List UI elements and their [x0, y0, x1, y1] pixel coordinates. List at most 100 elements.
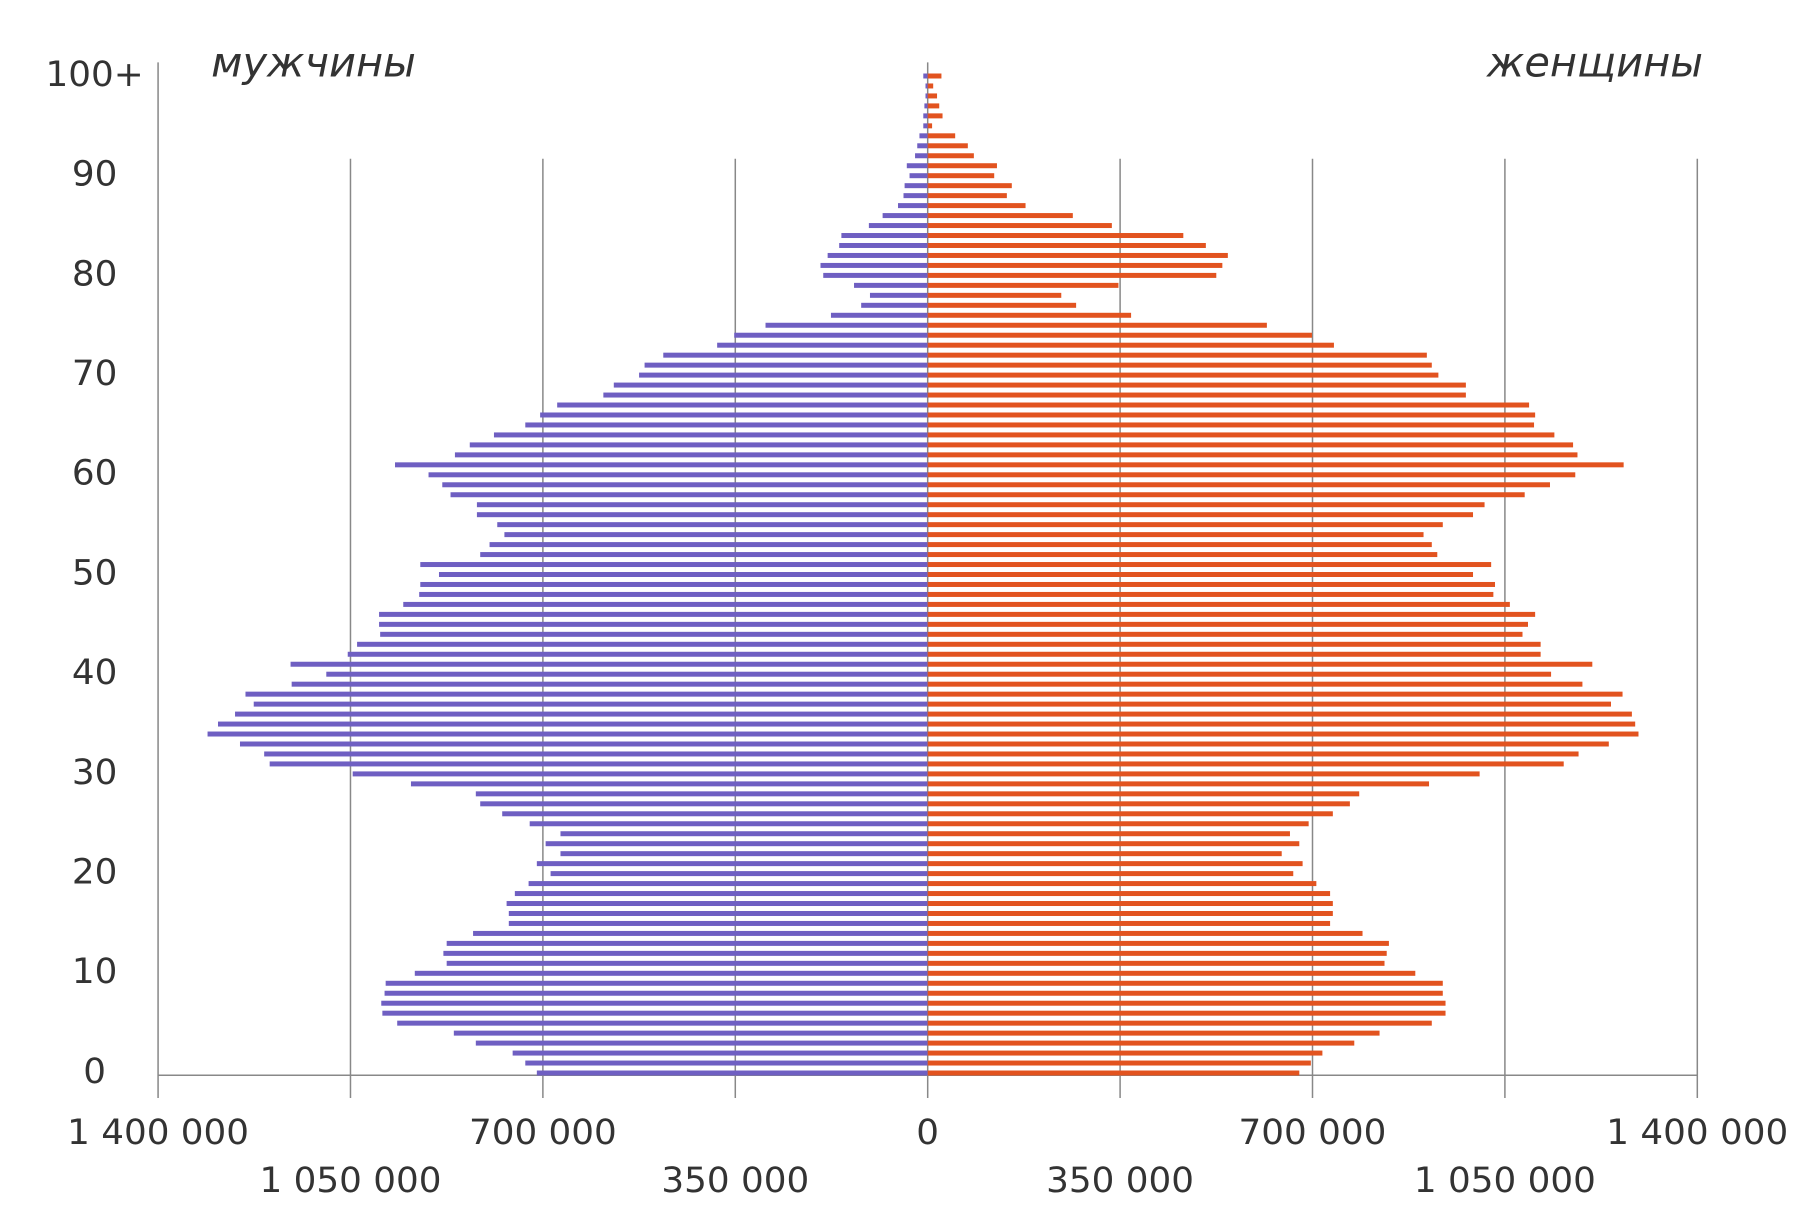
bar	[923, 123, 928, 129]
bar	[528, 881, 928, 887]
bar	[927, 362, 1432, 368]
bar	[898, 203, 928, 209]
bar	[927, 1070, 1300, 1076]
bar	[927, 452, 1578, 458]
bar	[927, 123, 933, 129]
bar	[820, 262, 928, 268]
y-tick-label: 90	[72, 154, 118, 195]
bar	[514, 891, 928, 897]
bar	[927, 881, 1317, 887]
bar	[882, 213, 928, 219]
bar	[428, 472, 928, 478]
bar	[927, 910, 1333, 916]
bar	[717, 342, 928, 348]
bar	[540, 412, 928, 418]
bar	[927, 920, 1331, 926]
bar	[927, 322, 1267, 328]
legend-right: женщины	[1486, 39, 1703, 87]
bar	[839, 242, 928, 248]
bar	[450, 492, 928, 498]
bar	[253, 701, 928, 707]
bar	[927, 73, 942, 79]
bar	[476, 512, 928, 518]
bar	[923, 73, 928, 79]
bar	[420, 581, 928, 587]
x-tick-label: 700 000	[1239, 1112, 1387, 1153]
bar	[927, 950, 1387, 956]
bar	[927, 861, 1303, 867]
bar	[504, 532, 928, 538]
bar	[927, 213, 1073, 219]
bar	[927, 422, 1535, 428]
bar	[536, 861, 928, 867]
bar	[927, 133, 956, 139]
bar	[927, 1030, 1380, 1036]
bar	[384, 990, 928, 996]
bar	[397, 1020, 928, 1026]
bar	[508, 920, 928, 926]
x-tick-label: 1 400 000	[1606, 1112, 1788, 1153]
y-tick-label: 70	[72, 353, 118, 394]
bar	[927, 721, 1636, 727]
y-tick-label: 100+	[46, 54, 144, 95]
bar	[927, 522, 1443, 528]
bar	[927, 332, 1312, 338]
bar	[927, 871, 1294, 877]
bar	[927, 1010, 1446, 1016]
bar	[235, 711, 928, 717]
bar	[453, 1030, 928, 1036]
bar	[927, 851, 1282, 857]
bar	[357, 641, 928, 647]
y-tick-label: 80	[72, 254, 118, 295]
bar	[927, 701, 1612, 707]
x-tick-label: 1 050 000	[259, 1160, 441, 1201]
bar	[841, 233, 928, 239]
bar	[442, 482, 928, 488]
bar	[861, 302, 928, 308]
bar	[639, 372, 928, 378]
bar	[927, 1060, 1311, 1066]
bar	[925, 93, 928, 99]
bar	[927, 791, 1360, 797]
bar	[854, 282, 928, 288]
x-tick-label: 0	[916, 1112, 939, 1153]
bar	[525, 422, 928, 428]
bar	[927, 542, 1432, 548]
bar	[239, 741, 928, 747]
bar	[927, 641, 1541, 647]
bar	[927, 731, 1639, 737]
y-tick-label: 0	[83, 1051, 106, 1092]
bar	[927, 761, 1564, 767]
bar	[927, 711, 1632, 717]
bar	[264, 751, 928, 757]
bar	[830, 312, 928, 318]
bar	[927, 572, 1474, 577]
bar	[497, 522, 928, 528]
bar	[904, 183, 928, 189]
bar	[927, 611, 1536, 617]
bar	[536, 1070, 928, 1076]
x-tick-label: 1 400 000	[67, 1112, 249, 1153]
bar	[379, 611, 928, 617]
bar	[473, 930, 928, 936]
bar	[395, 462, 928, 468]
bar	[385, 980, 928, 986]
bar	[927, 831, 1290, 837]
bar	[927, 342, 1334, 348]
x-tick-label: 1 050 000	[1414, 1160, 1596, 1201]
bar	[924, 103, 928, 109]
bar	[290, 661, 928, 667]
bar	[927, 1050, 1323, 1056]
bar	[927, 492, 1525, 498]
bar	[927, 980, 1443, 986]
bar	[475, 1040, 928, 1046]
bar	[906, 163, 928, 169]
bar	[927, 432, 1555, 438]
y-tick-label: 30	[72, 752, 118, 793]
bar	[927, 262, 1223, 268]
bar	[380, 631, 928, 637]
bar	[560, 851, 928, 857]
bar	[927, 482, 1550, 488]
